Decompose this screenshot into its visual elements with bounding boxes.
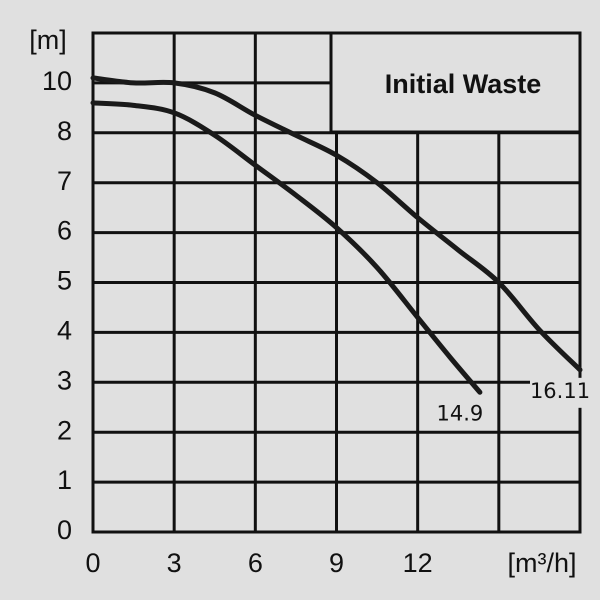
end-label: 14.9 <box>437 401 484 425</box>
curve <box>90 100 483 395</box>
y-tick-label: 7 <box>57 166 72 196</box>
y-tick-label: 3 <box>57 365 72 395</box>
chart-title: Initial Waste <box>385 69 542 99</box>
y-axis-label: [m] <box>29 25 67 55</box>
x-tick-label: 3 <box>167 548 182 578</box>
end-label: 16.11 <box>530 379 590 403</box>
y-tick-label: 10 <box>42 66 72 96</box>
end-label-bg <box>429 400 488 431</box>
y-tick-label: 1 <box>57 465 72 495</box>
x-tick-label: 0 <box>85 548 100 578</box>
title-box <box>329 31 582 134</box>
y-tick-label: 2 <box>57 415 72 445</box>
x-axis-label: [m³/h] <box>507 548 576 578</box>
y-tick-label: 4 <box>57 316 72 346</box>
curve <box>90 75 583 373</box>
y-tick-label: 8 <box>57 116 72 146</box>
end-label-bg <box>530 377 588 408</box>
x-tick-label: 12 <box>403 548 433 578</box>
y-tick-label: 5 <box>57 266 72 296</box>
x-tick-label: 6 <box>248 548 263 578</box>
x-tick-label: 9 <box>329 548 344 578</box>
y-tick-label: 0 <box>57 515 72 545</box>
y-tick-label: 6 <box>57 216 72 246</box>
